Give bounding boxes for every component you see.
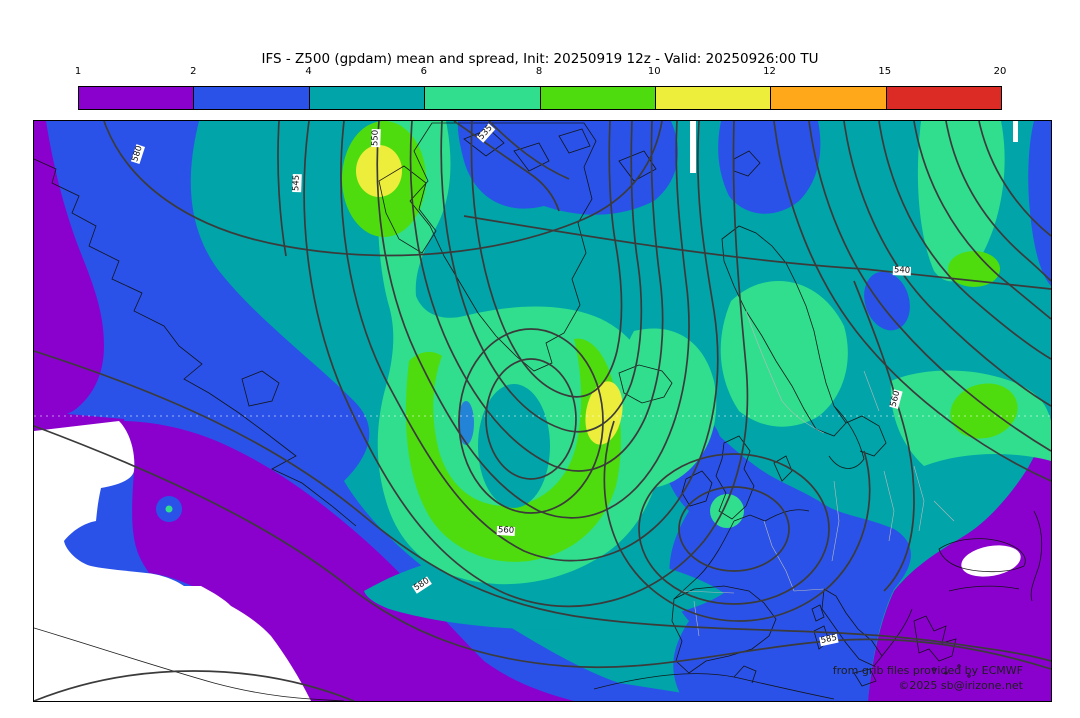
spread-colorbar xyxy=(78,86,1002,110)
spread-6-8-northeast-band xyxy=(917,121,1005,282)
map-graphic xyxy=(34,121,1051,701)
colorbar-segment-1-2 xyxy=(79,87,195,109)
spread-2-4-baltic-patch xyxy=(864,271,910,331)
map-panel: 580 545 550 535 540 560 560 580 585 from grib fi… xyxy=(33,120,1052,702)
colorbar-tick-20: 20 xyxy=(993,66,1007,77)
attribution-copyright: ©2025 sb@irizone.net xyxy=(898,679,1023,692)
colorbar-tick-8: 8 xyxy=(535,66,543,77)
colorbar-segment-15-20 xyxy=(886,87,1001,109)
spread-spot-trough xyxy=(458,401,474,445)
spread-2-4-arctic xyxy=(457,121,678,215)
z500-contours xyxy=(34,121,1051,701)
colorbar-segment-8-10 xyxy=(540,87,656,109)
colorbar-tick-2: 2 xyxy=(190,66,197,77)
spread-6-8-benelux xyxy=(710,494,744,528)
white-sliver-1 xyxy=(690,121,696,173)
spread-6-8-iceland xyxy=(605,328,717,489)
spread-1-2-west-strip xyxy=(34,121,104,423)
colorbar-segment-2-4 xyxy=(194,87,310,109)
spread-8-10-ne-spot xyxy=(948,251,1000,287)
spread-2-4-arctic-east xyxy=(718,121,821,214)
spread-spot-core xyxy=(165,505,173,513)
colorbar-segment-12-15 xyxy=(771,87,887,109)
colorbar-tick-4: 4 xyxy=(305,66,312,77)
attribution-source: from grib files provided by ECMWF xyxy=(832,664,1023,677)
colorbar-tick-10: 10 xyxy=(647,66,661,77)
colorbar-segment-10-12 xyxy=(655,87,772,109)
spread-2-4-right-edge xyxy=(1028,121,1051,286)
colorbar-tick-labels: 1 2 4 6 8 10 12 15 20 xyxy=(74,66,1007,82)
colorbar-segment-6-8 xyxy=(425,87,541,109)
colorbar-tick-6: 6 xyxy=(420,66,427,77)
coastlines xyxy=(34,122,1043,701)
spread-10-12-baffin xyxy=(356,145,402,197)
colorbar-segment-4-6 xyxy=(309,87,426,109)
country-borders xyxy=(681,310,955,637)
spread-below-1-turkey xyxy=(961,545,1021,577)
spread-1-2-band xyxy=(119,421,574,701)
colorbar-tick-15: 15 xyxy=(878,66,892,77)
spread-8-10-baltic-spot xyxy=(950,383,1018,439)
spread-6-8-scandinavia xyxy=(720,281,848,427)
chart-title: IFS - Z500 (gpdam) mean and spread, Init… xyxy=(261,51,819,67)
spread-2-4-europe xyxy=(663,401,911,701)
attribution: from grib files provided by ECMWF ©2025 … xyxy=(833,663,1023,693)
colorbar-tick-12: 12 xyxy=(763,66,776,77)
spread-4-6-trough-core xyxy=(478,384,550,508)
spread-8-10-trough-ring xyxy=(405,338,621,562)
spread-1-2-southeast xyxy=(868,429,1051,701)
colorbar-tick-1: 1 xyxy=(74,66,82,77)
white-sliver-2 xyxy=(1013,121,1018,142)
spread-below-1-africa xyxy=(34,421,311,701)
